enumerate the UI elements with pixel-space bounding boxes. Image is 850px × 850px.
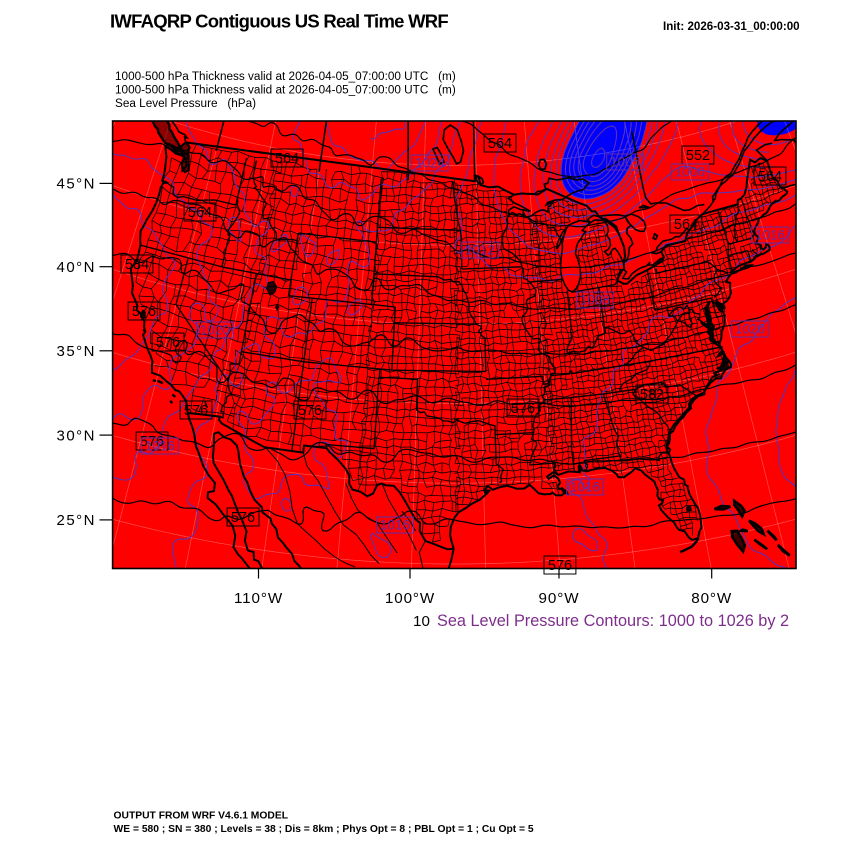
svg-text:110°W: 110°W [234, 590, 283, 607]
svg-text:564: 564 [488, 136, 512, 152]
svg-text:1016: 1016 [145, 439, 175, 454]
svg-text:35°N: 35°N [56, 343, 96, 360]
svg-text:576: 576 [511, 401, 535, 417]
svg-text:576: 576 [156, 335, 180, 351]
svg-text:1012: 1012 [465, 243, 495, 258]
svg-text:80°W: 80°W [691, 590, 732, 607]
svg-text:45°N: 45°N [56, 176, 96, 193]
svg-text:30°N: 30°N [56, 427, 96, 444]
svg-text:1016: 1016 [755, 228, 785, 243]
svg-text:Sea Level Pressure Contours: 1: Sea Level Pressure Contours: 1000 to 102… [437, 612, 789, 630]
svg-text:1016: 1016 [380, 518, 410, 533]
svg-text:40°N: 40°N [56, 259, 96, 276]
svg-text:576: 576 [184, 403, 208, 419]
svg-text:Sea Level Pressure (hPa): Sea Level Pressure (hPa) [115, 97, 256, 110]
svg-text:1016: 1016 [570, 480, 600, 495]
svg-text:576: 576 [132, 304, 156, 320]
svg-text:IWFAQRP Contiguous US Real Tim: IWFAQRP Contiguous US Real Time WRF [110, 11, 448, 32]
svg-text:1020: 1020 [735, 322, 765, 337]
svg-text:90°W: 90°W [539, 590, 580, 607]
svg-text:1024: 1024 [415, 156, 446, 171]
svg-text:OUTPUT FROM WRF V4.6.1 MODEL: OUTPUT FROM WRF V4.6.1 MODEL [114, 811, 288, 822]
svg-text:25°N: 25°N [56, 512, 96, 529]
svg-text:1008: 1008 [580, 293, 610, 308]
svg-text:10: 10 [413, 613, 430, 630]
svg-text:564: 564 [758, 169, 782, 185]
svg-text:1000-500 hPa Thickness valid a: 1000-500 hPa Thickness valid at 2026-04-… [115, 70, 456, 83]
svg-text:WE = 580 ; SN = 380 ; Levels =: WE = 580 ; SN = 380 ; Levels = 38 ; Dis … [114, 824, 534, 835]
svg-text:552: 552 [686, 148, 710, 164]
svg-text:564: 564 [275, 151, 299, 167]
svg-text:100°W: 100°W [385, 590, 435, 607]
svg-text:564: 564 [674, 217, 698, 233]
svg-text:Init: 2026-03-31_00:00:00: Init: 2026-03-31_00:00:00 [663, 20, 800, 33]
svg-text:1000: 1000 [675, 165, 705, 180]
svg-text:576: 576 [231, 510, 255, 526]
svg-text:1000-500 hPa Thickness valid a: 1000-500 hPa Thickness valid at 2026-04-… [115, 83, 456, 96]
svg-text:576: 576 [548, 558, 572, 574]
svg-text:564: 564 [188, 205, 212, 221]
svg-text:576: 576 [298, 403, 322, 419]
svg-text:1020: 1020 [200, 323, 230, 338]
svg-text:1005: 1005 [610, 155, 640, 170]
svg-text:584: 584 [125, 257, 149, 273]
svg-text:582: 582 [640, 387, 664, 403]
